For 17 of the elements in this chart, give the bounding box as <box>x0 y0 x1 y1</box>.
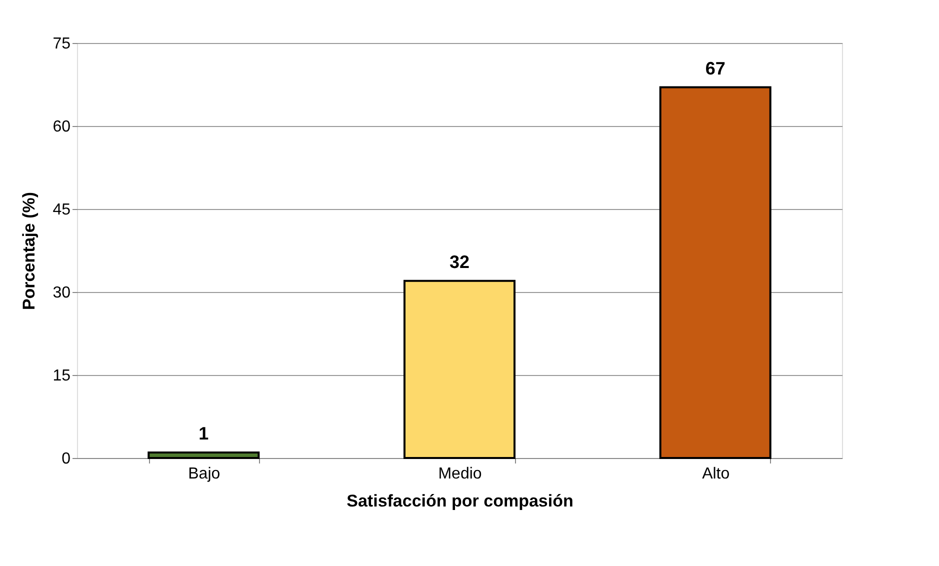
y-tick-label: 0 <box>62 450 71 468</box>
data-label: 67 <box>705 58 726 78</box>
x-axis-title: Satisfacción por compasión <box>346 492 574 510</box>
y-tick-label: 60 <box>52 118 71 136</box>
x-tick-label: Bajo <box>188 466 220 482</box>
bar <box>403 280 516 459</box>
y-tick-label: 75 <box>52 36 71 52</box>
x-tick-label: Medio <box>438 466 482 482</box>
y-tick-label: 45 <box>52 202 71 218</box>
y-tick-label: 15 <box>52 368 71 384</box>
bar <box>148 451 260 459</box>
data-label: 32 <box>449 252 470 272</box>
x-tick-label: Alto <box>702 466 730 482</box>
y-axis-title: Porcentaje (%) <box>20 192 39 310</box>
y-tick-label: 30 <box>52 284 71 302</box>
data-label: 1 <box>198 423 209 444</box>
bar <box>659 86 772 459</box>
